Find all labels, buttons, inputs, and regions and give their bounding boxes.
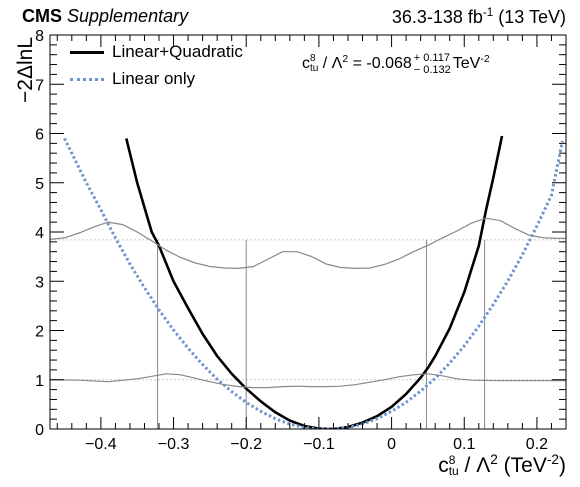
- result-lambda-exp: 2: [342, 53, 349, 65]
- xlabel-c-sup: 8: [448, 453, 456, 468]
- result-c-sub: tu: [310, 63, 319, 74]
- result-err-up: + 0.117: [413, 52, 450, 64]
- plot-frame: [49, 34, 567, 430]
- xlabel-lambda: / Λ: [458, 454, 491, 477]
- xlabel-unit: (TeV: [497, 454, 547, 477]
- y-tick-label: 2: [35, 324, 44, 341]
- cms-label: CMS Supplementary: [22, 6, 188, 27]
- y-tick-label: 0: [35, 422, 44, 439]
- result-unit-exp: -2: [480, 53, 490, 65]
- legend-swatch-solid: [70, 51, 104, 55]
- x-tick-label: −0.2: [230, 436, 262, 453]
- result-lambda: / Λ: [318, 55, 343, 73]
- y-tick-label: 7: [35, 77, 44, 94]
- xlabel-close: ): [559, 454, 566, 477]
- legend-entry-linear-quadratic: Linear+Quadratic: [70, 42, 243, 62]
- luminosity-label: 36.3-138 fb-1 (13 TeV): [392, 6, 566, 28]
- y-tick-label: 1: [35, 373, 44, 390]
- series-line-linear-only: [63, 137, 564, 429]
- x-tick-label: 0: [387, 436, 396, 453]
- lumi-prefix: 36.3-138 fb: [391, 7, 483, 27]
- xlabel-c: c: [438, 454, 449, 477]
- xlabel-unit-exp: -2: [546, 452, 559, 467]
- lumi-suffix: (13 TeV): [493, 7, 566, 27]
- supplementary-text: Supplementary: [67, 6, 189, 26]
- y-tick-label: 6: [35, 127, 44, 144]
- x-tick-label: 0.2: [526, 436, 548, 453]
- y-tick-label: 8: [35, 28, 44, 45]
- y-tick-label: 3: [35, 274, 44, 291]
- lumi-exponent: -1: [482, 6, 494, 19]
- y-axis-label: −2ΔlnL: [14, 37, 37, 103]
- result-uncertainty: + 0.117− 0.132: [414, 52, 451, 76]
- result-value: = -0.068: [348, 55, 412, 73]
- series-line-thin-gray: [50, 217, 566, 270]
- legend-entry-linear-only: Linear only: [70, 69, 195, 89]
- x-axis-label: c 8 tu / Λ2 (TeV-2): [438, 452, 566, 478]
- x-tick-label: −0.1: [303, 436, 335, 453]
- xlabel-c-sub: tu: [448, 464, 459, 479]
- result-c: c: [302, 55, 310, 73]
- cms-logo-text: CMS: [22, 6, 62, 26]
- legend-label: Linear+Quadratic: [112, 42, 243, 61]
- result-unit: TeV: [452, 55, 481, 73]
- x-tick-label: 0.1: [453, 436, 475, 453]
- y-tick-label: 5: [35, 176, 44, 193]
- series-line-thin-gray: [50, 373, 566, 389]
- fit-result-text: c 8 tu / Λ2 = -0.068 + 0.117− 0.132 TeV-2: [302, 52, 490, 76]
- result-err-down: − 0.132: [413, 64, 451, 76]
- x-tick-label: −0.4: [85, 436, 117, 453]
- legend-swatch-dotted: [70, 78, 104, 82]
- legend-label: Linear only: [112, 69, 196, 88]
- y-tick-label: 4: [35, 225, 44, 242]
- xlabel-lambda-exp: 2: [490, 452, 498, 467]
- x-tick-label: −0.3: [158, 436, 190, 453]
- result-c-sup: 8: [310, 53, 316, 64]
- series-line-linear-quadratic: [125, 135, 504, 429]
